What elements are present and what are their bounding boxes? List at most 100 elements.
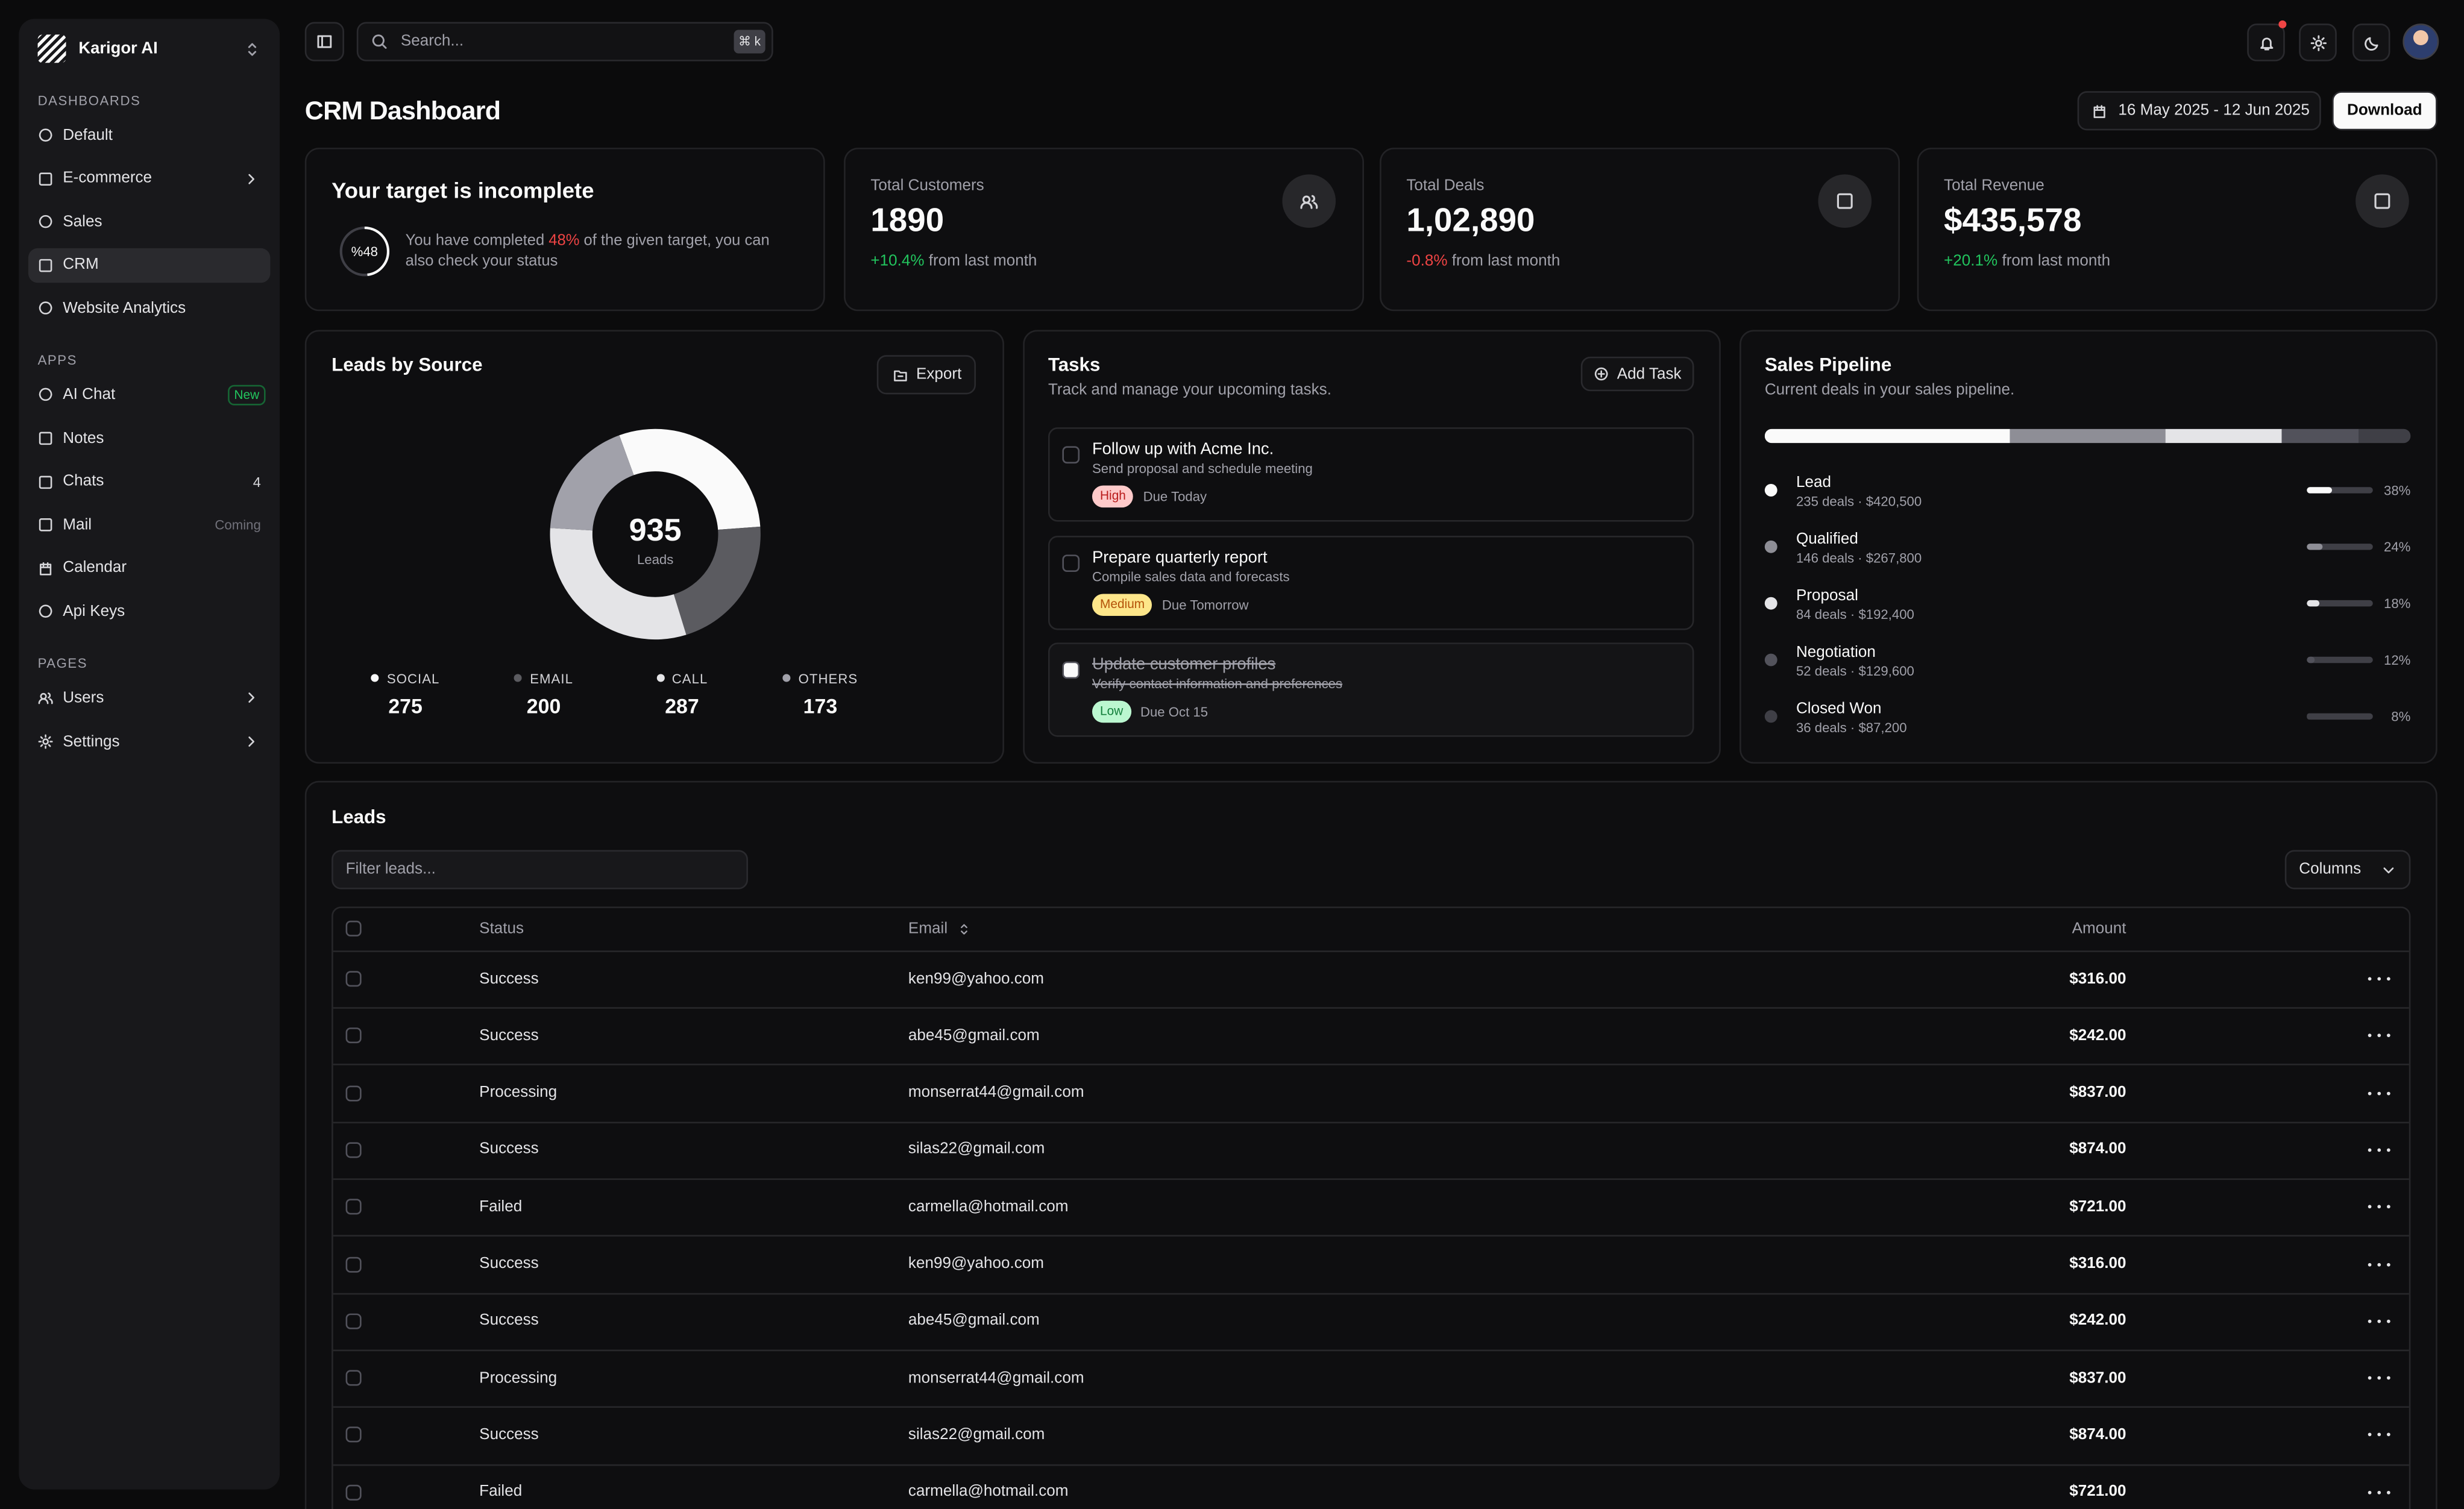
stage-detail: 146 deals · $267,800 [1796, 549, 1922, 565]
icon [317, 35, 332, 48]
icon [38, 734, 53, 749]
stage-dot [1764, 540, 1777, 553]
column-header[interactable]: Email [908, 920, 948, 938]
nav-badge: New [227, 384, 266, 406]
button[interactable] [1580, 356, 1694, 392]
cell-email: abe45@gmail.com [908, 1312, 1040, 1330]
action-dot [2368, 1034, 2372, 1038]
stat-label: Total Customers [870, 177, 984, 194]
message-part: of the given target, you can also check … [405, 232, 770, 271]
button[interactable] [2299, 24, 2337, 61]
icon-path [39, 475, 52, 489]
row-checkbox[interactable] [345, 1142, 362, 1158]
row-checkbox[interactable] [345, 1199, 362, 1215]
task-due: Due Oct 15 [1140, 704, 1208, 720]
icon [2310, 34, 2326, 51]
row-actions[interactable] [2366, 1260, 2392, 1269]
row-actions[interactable] [2366, 1145, 2392, 1155]
donut-total-label: Leads [636, 550, 674, 566]
icon [39, 431, 52, 445]
cell-amount: $874.00 [2069, 1141, 2126, 1159]
legend-item: OTHERS [726, 670, 915, 688]
task-meta: Medium Due Tomorrow [1092, 593, 1249, 615]
icon [39, 302, 52, 315]
icon [248, 173, 255, 184]
cell-email: abe45@gmail.com [908, 1027, 1040, 1045]
row-checkbox[interactable] [345, 1313, 362, 1329]
button[interactable] [876, 355, 976, 395]
cell-email: carmella@hotmail.com [908, 1198, 1069, 1216]
row-divider [333, 1178, 2409, 1180]
filter-input[interactable] [332, 850, 748, 889]
stat-value: 1,02,890 [1406, 202, 1535, 239]
task-checkbox[interactable] [1062, 554, 1080, 571]
priority-badge: Medium [1092, 593, 1153, 615]
ring-progress [339, 226, 390, 277]
row-actions[interactable] [2366, 1431, 2392, 1440]
filter-placeholder: Filter leads... [345, 861, 436, 879]
row-checkbox[interactable] [345, 971, 362, 987]
action-dot [2377, 1376, 2381, 1380]
legend-name: CALL [671, 671, 708, 687]
row-checkbox[interactable] [345, 1370, 362, 1386]
icon [39, 475, 52, 489]
stage-percent: 18% [2383, 594, 2411, 610]
row-divider [333, 1235, 2409, 1237]
cell-status: Success [479, 970, 539, 988]
action-dot [2386, 1205, 2390, 1209]
nav-label: Chats [63, 472, 104, 491]
row-actions[interactable] [2366, 1373, 2392, 1383]
search-box[interactable] [356, 22, 773, 61]
pipeline-segment [2010, 428, 2166, 444]
cell-amount: $874.00 [2069, 1426, 2126, 1444]
nav-label: Notes [63, 430, 104, 447]
icon-path [248, 736, 255, 747]
cell-amount: $721.00 [2069, 1483, 2126, 1501]
row-checkbox[interactable] [345, 1256, 362, 1272]
button[interactable] [2077, 91, 2321, 131]
stage-percent: 12% [2383, 651, 2411, 667]
header-checkbox[interactable] [345, 920, 362, 936]
task-checkbox[interactable] [1062, 446, 1080, 464]
row-actions[interactable] [2366, 1031, 2392, 1041]
stat-card [1917, 148, 2437, 312]
button[interactable] [304, 22, 344, 61]
icon [2363, 36, 2378, 50]
avatar[interactable] [2403, 24, 2439, 60]
action-dot [2368, 1433, 2372, 1437]
icon-path [317, 35, 332, 48]
icon-path [39, 431, 52, 445]
add-task-label: Add Task [1617, 365, 1682, 383]
row-checkbox[interactable] [345, 1427, 362, 1443]
legend-dot [782, 674, 791, 682]
card-subtitle: Current deals in your sales pipeline. [1764, 381, 2015, 398]
task-due: Due Tomorrow [1161, 596, 1249, 612]
nav-badge: 4 [253, 474, 261, 490]
row-checkbox[interactable] [345, 1484, 362, 1501]
row-divider [333, 950, 2409, 952]
task-checkbox[interactable] [1062, 661, 1080, 679]
pipeline-segment [1764, 428, 2010, 444]
nav-item[interactable] [28, 248, 271, 283]
button[interactable] [2247, 24, 2285, 61]
row-actions[interactable] [2366, 1316, 2392, 1326]
cell-email: ken99@yahoo.com [908, 970, 1044, 988]
table [332, 906, 2411, 1509]
row-actions[interactable] [2366, 1487, 2392, 1497]
stage-detail: 235 deals · $420,500 [1796, 492, 1922, 509]
row-actions[interactable] [2366, 1202, 2392, 1212]
stage-name: Proposal [1796, 586, 1858, 604]
row-actions[interactable] [2366, 1088, 2392, 1098]
stage-detail: 36 deals · $87,200 [1796, 718, 1907, 735]
icon-path [1594, 367, 1608, 381]
row-checkbox[interactable] [345, 1085, 362, 1101]
cell-amount: $316.00 [2069, 1255, 2126, 1273]
icon-path [2383, 867, 2394, 873]
button[interactable] [2332, 91, 2437, 131]
row-checkbox[interactable] [345, 1027, 362, 1044]
column-header: Amount [2072, 920, 2126, 938]
row-actions[interactable] [2366, 974, 2392, 984]
columns-label: Columns [2299, 861, 2362, 879]
action-dot [2368, 1376, 2372, 1380]
export-label: Export [916, 366, 962, 384]
